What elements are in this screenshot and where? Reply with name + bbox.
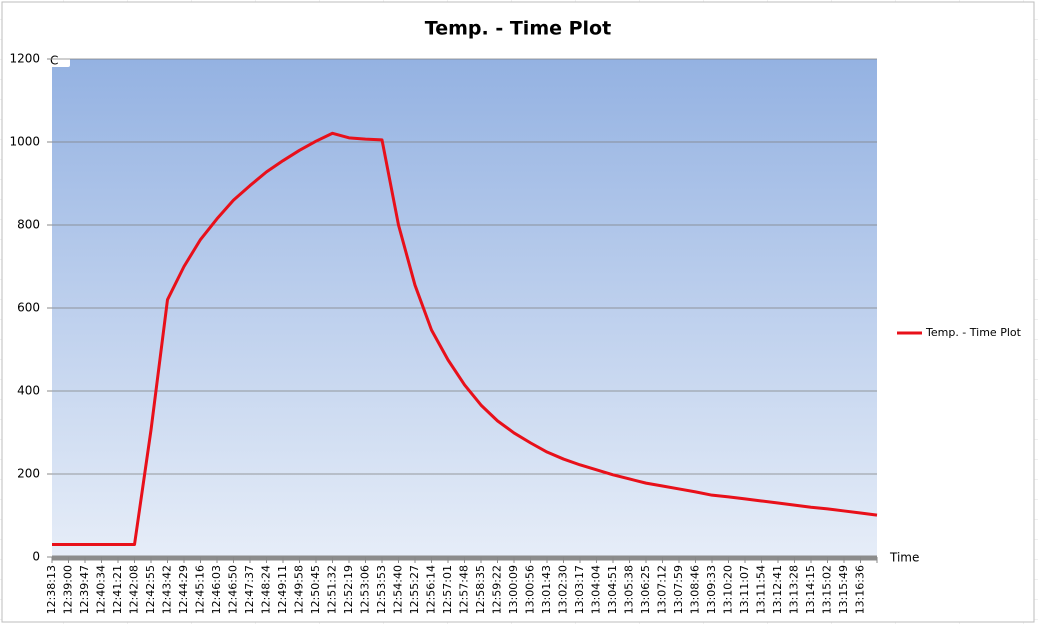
x-tick-label: 13:15:49 [837, 565, 850, 614]
x-tick-label: 12:43:42 [161, 565, 174, 614]
x-tick-label: 12:45:16 [194, 565, 207, 614]
x-tick-label: 12:58:35 [474, 565, 487, 614]
y-tick-label: 600 [17, 301, 40, 315]
x-tick-label: 12:42:55 [144, 565, 157, 614]
x-tick-label: 12:48:24 [260, 565, 273, 614]
x-tick-label: 13:11:07 [738, 565, 751, 614]
x-tick-label: 12:56:14 [425, 565, 438, 614]
x-tick-label: 13:06:25 [639, 565, 652, 614]
x-tick-label: 12:54:40 [392, 565, 405, 614]
x-tick-label: 12:38:13 [45, 565, 58, 614]
x-tick-label: 12:51:32 [326, 565, 339, 614]
x-tick-label: 13:15:02 [821, 565, 834, 614]
series-line [52, 131, 878, 547]
y-tick-label: 1200 [9, 52, 40, 66]
x-tick-label: 12:39:00 [62, 565, 75, 614]
x-tick-label: 12:57:01 [441, 565, 454, 614]
x-tick-label: 12:57:48 [458, 565, 471, 614]
x-tick-label: 13:05:38 [623, 565, 636, 614]
x-tick-label: 13:00:09 [507, 565, 520, 614]
x-tick-label: 12:44:29 [177, 565, 190, 614]
x-tick-label: 13:03:17 [573, 565, 586, 614]
x-tick-label: 12:47:37 [243, 565, 256, 614]
x-tick-label: 13:16:36 [854, 565, 867, 614]
x-tick-label: 12:46:03 [210, 565, 223, 614]
x-tick-label: 12:40:34 [95, 565, 108, 614]
x-tick-label: 13:04:04 [590, 565, 603, 614]
x-tick-label: 13:10:20 [722, 565, 735, 614]
x-tick-label: 13:12:41 [771, 565, 784, 614]
x-tick-label: 12:59:22 [491, 565, 504, 614]
y-tick-label: 1000 [9, 135, 40, 149]
x-tick-label: 12:53:06 [359, 565, 372, 614]
x-tick-label: 12:46:50 [227, 565, 240, 614]
x-tick-label: 13:09:33 [705, 565, 718, 614]
y-tick-label: 0 [32, 550, 40, 564]
x-tick-label: 13:07:12 [656, 565, 669, 614]
legend-label: Temp. - Time Plot [925, 326, 1022, 339]
x-tick-label: 12:41:21 [111, 565, 124, 614]
x-tick-label: 13:01:43 [540, 565, 553, 614]
x-axis-title: Time [889, 551, 919, 565]
x-tick-label: 13:08:46 [689, 565, 702, 614]
x-tick-label: 13:13:28 [788, 565, 801, 614]
y-axis-title: C [50, 54, 58, 68]
x-tick-label: 13:04:51 [606, 565, 619, 614]
chart-title: Temp. - Time Plot [425, 18, 611, 40]
y-tick-label: 200 [17, 467, 40, 481]
x-tick-label: 12:50:45 [309, 565, 322, 614]
axis-title-box [44, 53, 70, 67]
x-tick-label: 13:02:30 [557, 565, 570, 614]
x-tick-label: 13:00:56 [524, 565, 537, 614]
y-tick-label: 800 [17, 218, 40, 232]
x-tick-label: 13:07:59 [672, 565, 685, 614]
x-tick-label: 12:52:19 [342, 565, 355, 614]
x-tick-label: 12:55:27 [408, 565, 421, 614]
x-tick-label: 13:14:15 [804, 565, 817, 614]
x-tick-label: 12:42:08 [128, 565, 141, 614]
x-tick-label: 13:11:54 [755, 565, 768, 614]
x-tick-label: 12:49:58 [293, 565, 306, 614]
x-tick-label: 12:49:11 [276, 565, 289, 614]
y-tick-label: 400 [17, 384, 40, 398]
x-tick-label: 12:39:47 [78, 565, 91, 614]
x-tick-label: 12:53:53 [375, 565, 388, 614]
